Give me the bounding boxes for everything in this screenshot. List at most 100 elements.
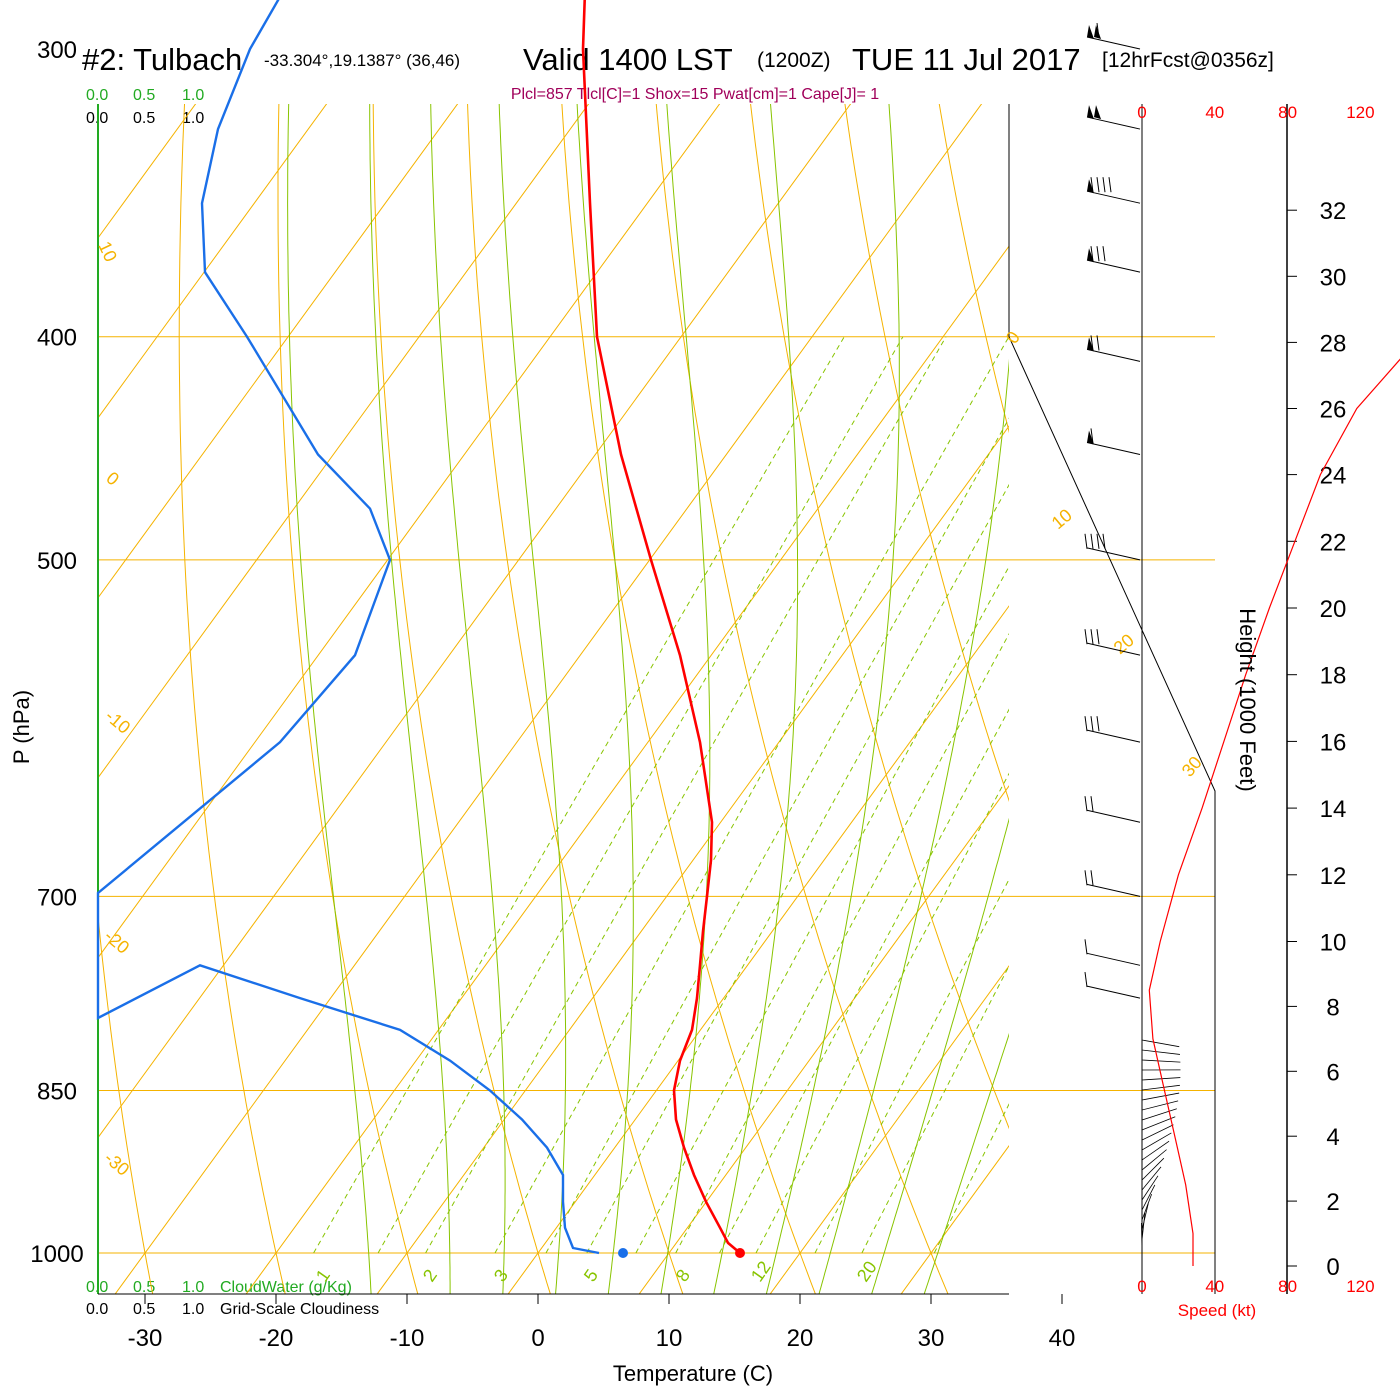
- wind-barb-pennant: [1087, 25, 1094, 39]
- isotherm: [376, 425, 1009, 1294]
- mixing-ratio-line: [545, 417, 1009, 1254]
- isotherm: [98, 104, 328, 419]
- wind-barb-low: [1141, 1100, 1179, 1111]
- wind-barb: [1086, 348, 1141, 362]
- wind-barb: [1086, 952, 1141, 966]
- cloud-water-scale-2: 1.0: [182, 87, 204, 104]
- wind-barb-flag: [1090, 870, 1094, 886]
- wind-barb-low: [1141, 1132, 1172, 1151]
- isotherm: [98, 104, 721, 959]
- moist-adiabat: [923, 1032, 1009, 1294]
- mixing-ratio-line: [755, 772, 1009, 1254]
- moist-adiabat: [369, 104, 451, 1294]
- dry-adiabat: [938, 104, 1009, 434]
- height-tick-label: 16: [1320, 729, 1347, 756]
- moist-adiabat: [713, 104, 799, 1294]
- temperature-tick-label: -20: [259, 1325, 294, 1352]
- dry-adiabat-label: 0: [1002, 328, 1024, 348]
- surface-dewpoint-marker: [618, 1248, 628, 1258]
- wind-barb-pennant: [1094, 25, 1101, 39]
- moist-adiabat: [660, 104, 711, 1294]
- cloud-water-scale-1-b: 0.5: [133, 1279, 155, 1296]
- isotherm: [98, 104, 459, 599]
- dry-adiabat: [277, 104, 419, 1294]
- temperature-tick-label: -10: [390, 1325, 425, 1352]
- moist-adiabat: [430, 104, 506, 1294]
- wind-barb-low: [1141, 1077, 1181, 1081]
- cloudiness-scale-0-b: 0.0: [86, 1301, 108, 1318]
- wind-barb-flag: [1096, 335, 1100, 351]
- isotherm: [114, 104, 983, 1294]
- moist-adiabat: [765, 104, 900, 1294]
- mixing-ratio-line: [377, 336, 904, 1254]
- cloud-scale-bottom: 0.0 0.5 1.0 CloudWater (g/Kg) 0.0 0.5 1.…: [86, 1279, 379, 1318]
- temperature-tick-label: 10: [656, 1325, 683, 1352]
- dry-adiabat: [178, 104, 286, 1294]
- moist-adiabat: [818, 358, 1009, 1294]
- wind-barb-flag: [1090, 796, 1094, 812]
- wind-barb: [1086, 883, 1141, 897]
- wind-barb: [1086, 729, 1141, 743]
- dry-adiabat: [655, 104, 949, 1294]
- mixing-ratio-line: [313, 336, 845, 1254]
- dewpoint-profile: [96, 0, 600, 1255]
- wind-barb-low: [1141, 1116, 1176, 1131]
- isotherm: [1027, 0, 1400, 1302]
- mixing-ratio-line: [861, 964, 1009, 1254]
- dry-adiabat-label: 30: [1178, 752, 1206, 780]
- speed-tick-label: 80: [1278, 1277, 1297, 1296]
- dry-adiabat: [98, 911, 154, 1294]
- wind-barb-flag: [1096, 22, 1100, 39]
- wind-barb-low: [1141, 1184, 1156, 1211]
- speed-tick-label: 40: [1205, 1277, 1224, 1296]
- speed-tick-label: 80: [1278, 103, 1297, 122]
- height-tick-label: 6: [1326, 1059, 1339, 1086]
- station-coords: -33.304°,19.1387° (36,46): [264, 51, 460, 70]
- height-tick-label: 8: [1326, 994, 1339, 1021]
- cloud-water-scale-1: 0.5: [133, 87, 155, 104]
- cloud-water-label: CloudWater (g/Kg): [220, 1279, 352, 1296]
- chart-frame: [97, 104, 1216, 1295]
- mixing-ratio-line: [425, 336, 947, 1254]
- wind-barb: [1086, 442, 1141, 455]
- wind-barb-low: [1141, 1049, 1180, 1055]
- dry-adiabat-label: 0: [102, 468, 123, 490]
- mixing-ratio-line: [586, 483, 1009, 1254]
- isotherm: [769, 965, 1009, 1294]
- wind-barb-flag: [1096, 716, 1100, 732]
- valid-date: TUE 11 Jul 2017: [852, 42, 1081, 77]
- sounding-profiles: [96, 0, 745, 1258]
- mixing-ratio-label: 20: [853, 1257, 881, 1285]
- zulu-time: (1200Z): [757, 49, 831, 72]
- wind-barb-low: [1141, 1157, 1165, 1181]
- axes: 2503004005007008501000-30-20-10010203040…: [30, 37, 1347, 1352]
- height-tick-label: 12: [1320, 863, 1347, 890]
- isotherm: [98, 104, 852, 1139]
- dry-adiabat-label: -20: [100, 926, 133, 958]
- mixing-ratio-line: [635, 565, 1009, 1254]
- wind-barb-flag: [1090, 335, 1094, 351]
- height-tick-label: 2: [1326, 1189, 1339, 1216]
- isotherm: [98, 104, 197, 239]
- wind-barb-flag: [1090, 716, 1094, 732]
- wind-barb-flag: [1090, 629, 1094, 645]
- wind-barb-low: [1141, 1092, 1180, 1101]
- wind-barb-pennant: [1087, 105, 1094, 120]
- wind-barbs: [1084, 22, 1181, 1251]
- wind-barb: [1086, 116, 1141, 130]
- mixing-ratio-label: 3: [490, 1266, 512, 1286]
- pressure-tick-label: 850: [37, 1078, 77, 1105]
- mixing-ratio-line: [719, 708, 1009, 1254]
- isotherm: [245, 245, 1009, 1294]
- pressure-tick-label: 500: [37, 548, 77, 575]
- wind-barb-low: [1141, 1140, 1170, 1161]
- isotherm: [1158, 0, 1400, 1302]
- height-tick-label: 30: [1320, 264, 1347, 291]
- wind-barb-flag: [1084, 972, 1088, 988]
- temperature-tick-label: 20: [787, 1325, 814, 1352]
- wind-barb-flag: [1084, 533, 1088, 549]
- moist-adiabat: [498, 104, 567, 1294]
- cloudiness-scale-2-b: 1.0: [182, 1301, 204, 1318]
- moist-adiabat: [287, 104, 372, 1294]
